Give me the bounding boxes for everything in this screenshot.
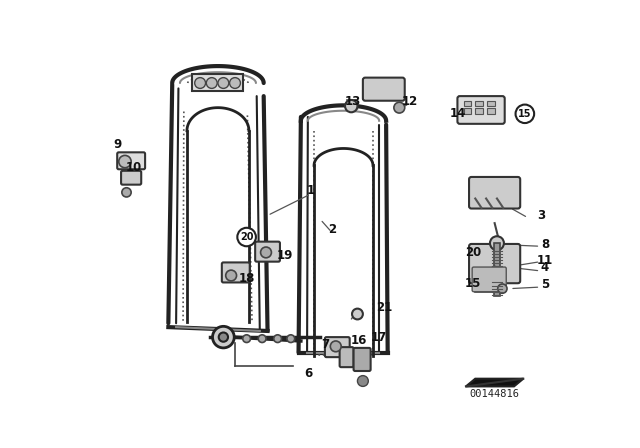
Bar	[494, 243, 500, 268]
Circle shape	[218, 78, 229, 88]
Text: 4: 4	[541, 261, 549, 274]
Text: 13: 13	[345, 95, 361, 108]
FancyBboxPatch shape	[325, 337, 349, 357]
Text: 3: 3	[537, 209, 545, 222]
Circle shape	[260, 247, 271, 258]
Circle shape	[498, 284, 507, 293]
Bar	[463, 101, 472, 106]
Text: 21: 21	[376, 302, 392, 314]
Bar	[494, 275, 500, 296]
Text: 5: 5	[541, 278, 549, 291]
Text: 7: 7	[321, 338, 329, 351]
Text: 17: 17	[371, 331, 387, 344]
Circle shape	[119, 155, 131, 168]
Text: 20: 20	[465, 246, 481, 259]
FancyBboxPatch shape	[469, 177, 520, 208]
FancyBboxPatch shape	[121, 171, 141, 185]
Text: 6: 6	[305, 367, 313, 380]
Bar	[193, 74, 243, 91]
Text: 11: 11	[537, 254, 553, 267]
Text: 14: 14	[450, 108, 467, 121]
Circle shape	[237, 228, 256, 246]
Text: 8: 8	[541, 238, 549, 251]
Circle shape	[394, 102, 404, 113]
Bar	[487, 108, 495, 114]
Text: 00144816: 00144816	[470, 389, 520, 399]
Polygon shape	[466, 379, 524, 386]
Text: 10: 10	[126, 161, 142, 174]
Circle shape	[212, 326, 234, 348]
Text: 16: 16	[351, 334, 367, 347]
Circle shape	[195, 78, 205, 88]
Text: 15: 15	[465, 277, 481, 290]
Bar	[476, 285, 502, 293]
Circle shape	[206, 78, 217, 88]
FancyBboxPatch shape	[458, 96, 505, 124]
Text: 18: 18	[239, 272, 255, 285]
FancyBboxPatch shape	[363, 78, 404, 101]
Circle shape	[490, 268, 504, 282]
FancyBboxPatch shape	[340, 347, 353, 367]
Circle shape	[243, 335, 250, 343]
Circle shape	[490, 236, 504, 250]
Text: 20: 20	[240, 232, 253, 242]
Circle shape	[122, 188, 131, 197]
Circle shape	[330, 341, 341, 352]
FancyBboxPatch shape	[222, 263, 250, 282]
Circle shape	[230, 78, 241, 88]
Circle shape	[488, 263, 501, 276]
Text: 2: 2	[328, 223, 336, 236]
FancyBboxPatch shape	[117, 152, 145, 169]
Circle shape	[492, 266, 498, 272]
Text: 9: 9	[113, 138, 122, 151]
Circle shape	[345, 100, 358, 112]
FancyBboxPatch shape	[255, 241, 280, 262]
Circle shape	[516, 104, 534, 123]
FancyBboxPatch shape	[469, 244, 520, 283]
FancyBboxPatch shape	[353, 348, 371, 371]
Circle shape	[358, 375, 368, 386]
FancyBboxPatch shape	[472, 267, 506, 292]
Text: 12: 12	[401, 95, 417, 108]
Circle shape	[274, 335, 282, 343]
Bar	[487, 101, 495, 106]
Circle shape	[287, 335, 294, 343]
Circle shape	[226, 270, 237, 281]
Circle shape	[352, 309, 363, 319]
Text: 15: 15	[518, 109, 532, 119]
Bar	[463, 108, 472, 114]
Text: 1: 1	[307, 184, 315, 197]
Bar	[476, 108, 483, 114]
Bar	[476, 101, 483, 106]
Circle shape	[219, 332, 228, 342]
Circle shape	[259, 335, 266, 343]
Text: 19: 19	[277, 249, 294, 262]
